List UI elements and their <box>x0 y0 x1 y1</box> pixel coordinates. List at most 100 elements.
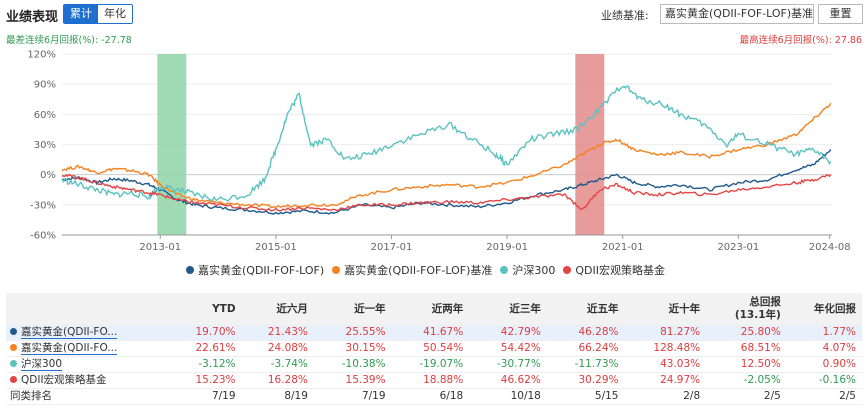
row-name: 同类排名 <box>10 390 52 403</box>
x-tick-label: 2015-01 <box>255 242 297 253</box>
table-cell: 43.03% <box>624 356 707 374</box>
x-tick-label: 2021-01 <box>602 242 644 253</box>
y-tick-label: -60% <box>30 231 56 242</box>
table-cell: 30.15% <box>313 340 392 358</box>
table-cell: -30.77% <box>469 356 547 374</box>
tab-annualized[interactable]: 年化 <box>98 5 132 23</box>
benchmark-label: 业绩基准: <box>601 9 649 22</box>
series-dot <box>10 344 17 352</box>
row-name-cell: 嘉实黄金(QDII-FO... <box>6 325 170 342</box>
x-tick-label: 2024-08 <box>809 242 851 253</box>
table-cell: 16.28% <box>241 372 314 390</box>
row-name-cell: QDII宏观策略基金 <box>6 372 170 390</box>
column-header: 近三年 <box>469 293 547 325</box>
column-header: 总回报 (13.1年) <box>706 293 787 325</box>
x-tick-label: 2017-01 <box>371 242 413 253</box>
table-row: 嘉实黄金(QDII-FO... 19.70% 21.43% 25.55% 41.67% 4… <box>6 325 862 342</box>
performance-table: YTD 近六月 近一年 近两年 近三年 近五年 近十年 总回报 (13.1年) 年化回报 嘉实黄金… <box>6 293 862 406</box>
table-cell: -2.05% <box>706 372 787 390</box>
legend-item-csi300[interactable]: 沪深300 <box>500 262 555 278</box>
table-cell: -3.12% <box>169 356 242 374</box>
series-line-3 <box>61 173 832 212</box>
row-name[interactable]: 嘉实黄金(QDII-FO... <box>21 326 118 340</box>
table-cell: 18.88% <box>391 372 470 390</box>
table-cell: 7/19 <box>169 388 242 406</box>
table-cell: 50.54% <box>391 340 470 358</box>
table-cell: 19.70% <box>169 325 242 342</box>
table-cell: 66.24% <box>546 340 625 358</box>
reset-button[interactable]: 重置 <box>818 4 863 24</box>
table-cell: 4.07% <box>786 340 862 358</box>
row-name[interactable]: 沪深300 <box>21 358 63 372</box>
table-row: 沪深300 -3.12% -3.74% -10.38% -19.07% -30.77% -1… <box>6 356 862 374</box>
table-cell: 41.67% <box>391 325 470 342</box>
table-cell: 25.55% <box>313 325 392 342</box>
table-cell: -19.07% <box>391 356 470 374</box>
column-header: YTD <box>169 293 242 325</box>
series-dot <box>10 376 17 384</box>
table-cell: 81.27% <box>624 325 707 342</box>
table-cell: -10.38% <box>313 356 392 374</box>
legend-item-category[interactable]: QDII宏观策略基金 <box>563 262 665 278</box>
table-cell: 15.39% <box>313 372 392 390</box>
shaded-region-worst-6m <box>157 54 187 235</box>
legend-dot <box>332 266 341 274</box>
row-name-cell: 嘉实黄金(QDII-FO... <box>6 340 170 358</box>
table-cell: 6/18 <box>391 388 470 406</box>
best-6m-return: 最高连续6月回报(%): 27.86 <box>739 35 862 46</box>
section-title: 业绩表现 <box>6 10 59 25</box>
worst-6m-return: 最差连续6月回报(%): -27.78 <box>6 35 132 46</box>
legend-label: QDII宏观策略基金 <box>575 264 665 277</box>
table-cell: 24.08% <box>241 340 314 358</box>
y-tick-label: 90% <box>34 80 56 91</box>
chart-legend: 嘉实黄金(QDII-FOF-LOF) 嘉实黄金(QDII-FOF-LOF)基准 … <box>186 262 673 278</box>
table-cell: 21.43% <box>241 325 314 342</box>
y-tick-label: 60% <box>34 110 56 121</box>
row-name-cell: 同类排名 <box>6 388 170 406</box>
series-dot <box>10 360 17 368</box>
tab-cumulative[interactable]: 累计 <box>64 5 98 23</box>
column-header: 近六月 <box>241 293 314 325</box>
mode-tabs: 累计 年化 <box>63 4 133 24</box>
legend-dot <box>563 266 572 274</box>
legend-label: 嘉实黄金(QDII-FOF-LOF)基准 <box>344 264 493 277</box>
table-cell: 2/5 <box>786 388 862 406</box>
table-cell: 46.28% <box>546 325 625 342</box>
table-cell: -11.73% <box>546 356 625 374</box>
table-row: QDII宏观策略基金 15.23% 16.28% 15.39% 18.88% 46.62%… <box>6 372 862 390</box>
shaded-region-best-6m <box>575 54 605 235</box>
table-cell: 15.23% <box>169 372 242 390</box>
x-tick-label: 2023-01 <box>717 242 759 253</box>
legend-dot <box>500 266 509 274</box>
table-cell: 25.80% <box>706 325 787 342</box>
row-name[interactable]: 嘉实黄金(QDII-FO... <box>21 342 118 356</box>
table-cell: 0.90% <box>786 356 862 374</box>
series-line-2 <box>61 85 832 202</box>
y-tick-label: -30% <box>30 200 56 211</box>
row-name-cell: 沪深300 <box>6 356 170 374</box>
legend-item-benchmark[interactable]: 嘉实黄金(QDII-FOF-LOF)基准 <box>332 262 492 278</box>
y-tick-label: 0% <box>40 170 56 181</box>
column-header <box>6 293 170 325</box>
series-line-1 <box>61 102 832 209</box>
table-row: 同类排名 7/19 8/19 7/19 6/18 10/18 5/15 2/8 2/5 2/5 <box>6 388 862 406</box>
table-cell: 1.77% <box>786 325 862 342</box>
table-cell: 54.42% <box>469 340 547 358</box>
table-cell: 2/5 <box>706 388 787 406</box>
table-cell: 30.29% <box>546 372 625 390</box>
table-row: 嘉实黄金(QDII-FO... 22.61% 24.08% 30.15% 50.54% 5… <box>6 340 862 358</box>
column-header: 近十年 <box>624 293 707 325</box>
y-tick-label: 120% <box>27 50 56 61</box>
y-tick-label: 30% <box>34 140 56 151</box>
series-dot <box>10 328 17 336</box>
performance-chart[interactable]: 120% 90% 60% 30% 0% -30% -60% 2013-01 2015-01 201… <box>0 44 868 259</box>
benchmark-select[interactable]: 嘉实黄金(QDII-FOF-LOF)基准 <box>660 4 814 24</box>
column-header: 近两年 <box>391 293 470 325</box>
x-tick-label: 2013-01 <box>139 242 181 253</box>
table-cell: 7/19 <box>313 388 392 406</box>
legend-item-fund[interactable]: 嘉实黄金(QDII-FOF-LOF) <box>186 262 324 278</box>
table-cell: 42.79% <box>469 325 547 342</box>
table-cell: -3.74% <box>241 356 314 374</box>
table-cell: 10/18 <box>469 388 547 406</box>
column-header: 近五年 <box>546 293 625 325</box>
